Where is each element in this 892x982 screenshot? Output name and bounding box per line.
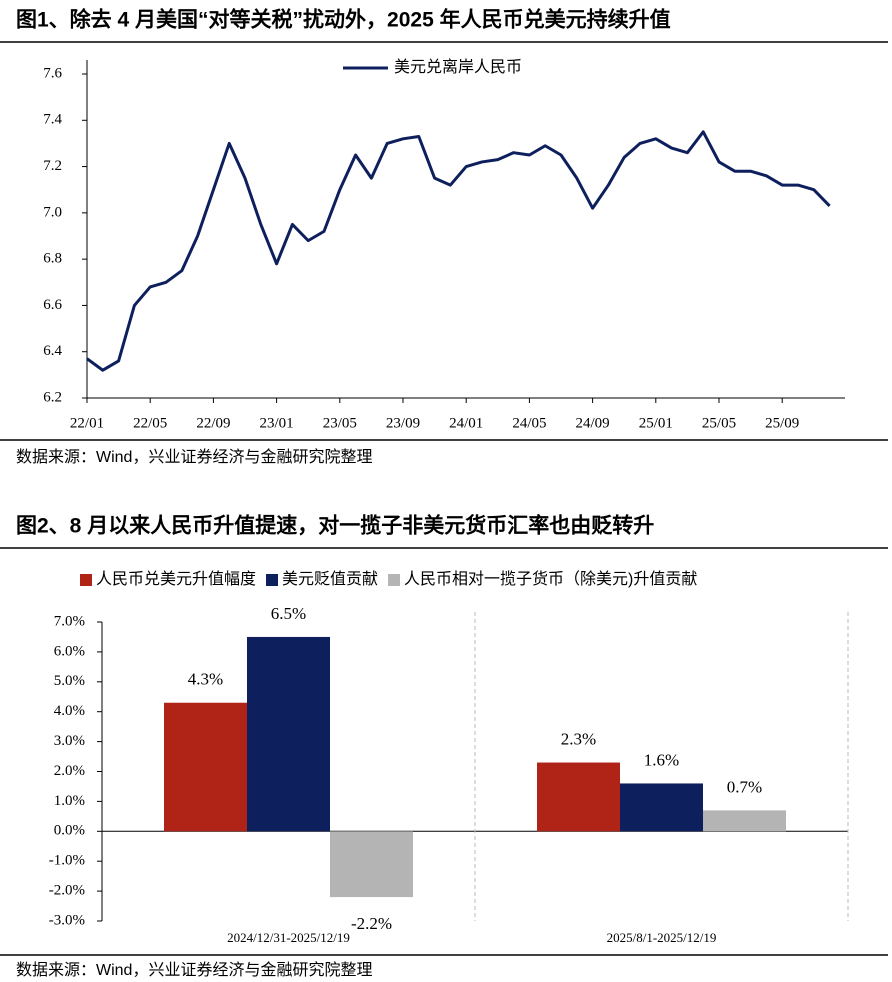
bar	[620, 783, 703, 832]
y-tick-label: -1.0%	[49, 853, 85, 869]
bar	[164, 702, 247, 832]
y-tick-label: 0.0%	[54, 823, 85, 839]
value-label: 6.5%	[271, 604, 306, 623]
x-tick-label: 23/09	[386, 415, 420, 431]
y-tick-label: 7.4	[43, 112, 62, 128]
bar	[247, 636, 330, 832]
legend-label: 人民币相对一揽子货币（除美元)升值贡献	[404, 570, 697, 588]
legend-swatch	[80, 574, 92, 586]
x-tick-label: 2025/8/1-2025/12/19	[607, 930, 717, 945]
x-tick-label: 24/09	[576, 415, 610, 431]
y-tick-label: 4.0%	[54, 703, 85, 719]
x-tick-label: 24/05	[512, 415, 546, 431]
y-tick-label: 6.2	[43, 389, 62, 405]
legend-label: 美元兑离岸人民币	[394, 58, 522, 76]
legend-label: 美元贬值贡献	[282, 570, 378, 588]
x-tick-label: 25/09	[765, 415, 799, 431]
y-tick-label: 5.0%	[54, 673, 85, 689]
y-tick-label: 6.8	[43, 251, 62, 267]
x-tick-label: 22/09	[196, 415, 230, 431]
value-label: -2.2%	[351, 914, 392, 933]
chart-title: 图1、除去 4 月美国“对等关税”扰动外，2025 年人民币兑美元持续升值	[16, 8, 671, 32]
y-tick-label: 1.0%	[54, 793, 85, 809]
source-note: 数据来源：Wind，兴业证券经济与金融研究院整理	[16, 961, 372, 979]
x-tick-label: 23/05	[323, 415, 357, 431]
value-label: 2.3%	[561, 729, 596, 748]
y-tick-label: 7.6	[43, 65, 62, 81]
bar	[703, 810, 786, 832]
y-tick-label: 7.0%	[54, 613, 85, 629]
x-tick-label: 24/01	[449, 415, 483, 431]
y-tick-label: 6.0%	[54, 643, 85, 659]
bar	[330, 831, 413, 898]
legend-label: 人民币兑美元升值幅度	[96, 570, 256, 588]
y-tick-label: 7.0	[43, 204, 62, 220]
x-tick-label: 25/01	[639, 415, 673, 431]
line-series	[86, 130, 831, 372]
value-label: 4.3%	[188, 670, 223, 689]
y-tick-label: 6.4	[43, 343, 62, 359]
y-tick-label: -3.0%	[49, 912, 85, 928]
x-tick-label: 25/05	[702, 415, 736, 431]
value-label: 0.7%	[727, 777, 762, 796]
bar	[537, 762, 620, 832]
source-note: 数据来源：Wind，兴业证券经济与金融研究院整理	[16, 448, 372, 466]
x-tick-label: 2024/12/31-2025/12/19	[227, 930, 350, 945]
y-tick-label: -2.0%	[49, 883, 85, 899]
y-tick-label: 7.2	[43, 158, 62, 174]
x-tick-label: 23/01	[260, 415, 294, 431]
chart-title: 图2、8 月以来人民币升值提速，对一揽子非美元货币汇率也由贬转升	[16, 514, 654, 538]
x-tick-label: 22/05	[133, 415, 167, 431]
x-tick-label: 22/01	[70, 415, 104, 431]
legend-swatch	[266, 574, 279, 586]
y-tick-label: 6.6	[43, 297, 62, 313]
y-tick-label: 2.0%	[54, 763, 85, 779]
legend-swatch	[388, 574, 401, 586]
y-tick-label: 3.0%	[54, 733, 85, 749]
value-label: 1.6%	[644, 750, 679, 769]
